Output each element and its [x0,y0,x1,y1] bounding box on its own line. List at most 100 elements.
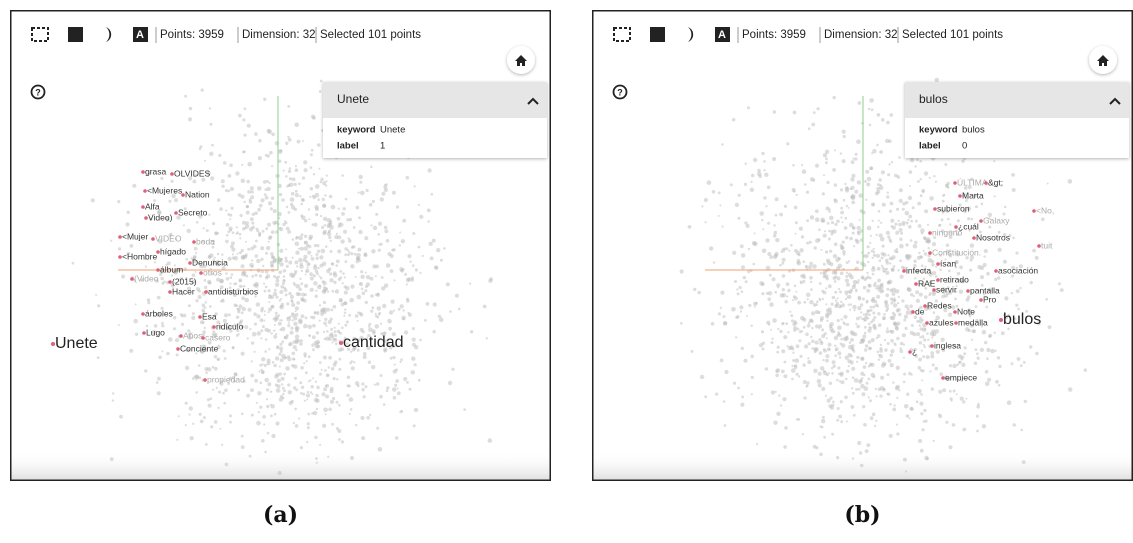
point [288,315,292,318]
point [993,331,996,334]
point [210,176,215,181]
point [344,323,348,327]
point [955,229,958,233]
point [864,180,867,183]
point [1002,259,1007,264]
point [287,169,292,174]
point [233,303,237,307]
point [278,365,281,368]
point [1020,428,1023,432]
point [342,207,346,211]
point [159,269,164,274]
point [304,283,309,288]
point [378,311,382,315]
point [889,240,893,244]
point [869,234,872,237]
point [841,343,846,348]
point [322,330,326,334]
point [266,361,271,366]
point [893,404,896,407]
select-icon[interactable] [31,27,49,42]
point [358,229,363,235]
card-header[interactable] [905,82,1129,118]
point [341,282,344,285]
point [264,276,269,280]
select-icon[interactable] [613,27,631,42]
point [229,414,232,418]
point [195,299,199,303]
card-header[interactable] [323,82,547,118]
help-icon[interactable] [612,84,628,100]
nightmode-icon[interactable] [650,27,665,42]
point [202,321,205,324]
selected-point [933,207,937,211]
point [228,376,233,381]
moon-icon[interactable] [106,27,112,42]
help-icon[interactable] [30,84,46,100]
point [322,287,328,292]
point [344,308,347,311]
point [299,342,303,346]
point [896,207,900,211]
point [332,377,336,381]
label-icon[interactable] [133,27,148,42]
point [819,316,825,321]
point [300,314,305,319]
point [322,216,328,222]
point [383,225,388,230]
point [931,336,934,339]
point [855,388,858,391]
point [377,233,381,236]
point [890,218,895,223]
point [299,264,304,269]
point [963,346,967,350]
point [126,210,130,214]
point [303,352,307,356]
point [397,307,401,311]
nightmode-icon[interactable] [68,27,83,42]
point [389,269,394,273]
label-icon[interactable] [715,27,730,42]
point [298,235,303,241]
point [830,367,834,370]
point [739,244,744,249]
point [861,276,865,280]
selected-point [168,280,172,284]
point [994,277,998,281]
collapse-caret[interactable] [1109,97,1121,105]
point [257,186,262,191]
point [274,311,278,315]
point [293,358,296,361]
point [907,218,910,222]
point [414,268,418,272]
point [279,290,284,294]
point [849,222,854,228]
point [225,239,229,244]
collapse-caret[interactable] [527,97,539,105]
point [852,304,857,310]
point [191,377,195,380]
point [828,372,831,374]
point [773,230,778,235]
point [109,457,114,462]
point-label: Pro [983,294,997,304]
point [256,420,261,426]
point [823,230,827,233]
point [300,233,304,237]
moon-icon[interactable] [688,27,694,42]
point [247,190,251,194]
point [335,400,339,404]
panel-background [10,10,551,481]
point [330,367,335,371]
point [772,318,777,323]
point [882,316,886,320]
point [945,183,948,187]
point [919,178,922,181]
point [186,286,192,291]
point [949,223,952,226]
point [759,211,764,216]
point [814,163,820,168]
point [824,149,830,154]
point [214,312,218,316]
point [295,326,299,330]
